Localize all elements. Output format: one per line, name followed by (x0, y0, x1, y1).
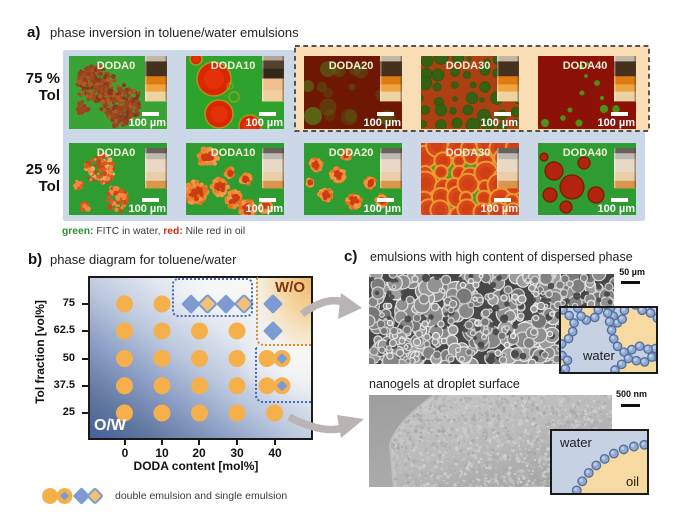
svg-text:100 µm: 100 µm (480, 117, 518, 129)
svg-text:DODA0: DODA0 (97, 60, 136, 72)
svg-text:100 µm: 100 µm (363, 203, 401, 215)
svg-text:DODA0: DODA0 (97, 147, 136, 159)
svg-text:DODA30: DODA30 (445, 147, 490, 159)
svg-text:DODA10: DODA10 (211, 147, 256, 159)
svg-text:100 µm: 100 µm (597, 203, 635, 215)
svg-text:DODA20: DODA20 (328, 60, 373, 72)
svg-text:DODA20: DODA20 (328, 147, 373, 159)
svg-text:water: water (582, 348, 615, 363)
svg-text:100 µm: 100 µm (363, 117, 401, 129)
svg-text:100 µm: 100 µm (245, 117, 283, 129)
svg-text:100 µm: 100 µm (597, 117, 635, 129)
svg-text:100 µm: 100 µm (128, 203, 166, 215)
svg-text:100 µm: 100 µm (128, 117, 166, 129)
svg-text:DODA30: DODA30 (445, 60, 490, 72)
svg-text:100 µm: 100 µm (480, 203, 518, 215)
svg-text:100 µm: 100 µm (245, 203, 283, 215)
svg-text:DODA40: DODA40 (562, 60, 607, 72)
svg-text:DODA40: DODA40 (562, 147, 607, 159)
svg-text:DODA10: DODA10 (211, 60, 256, 72)
